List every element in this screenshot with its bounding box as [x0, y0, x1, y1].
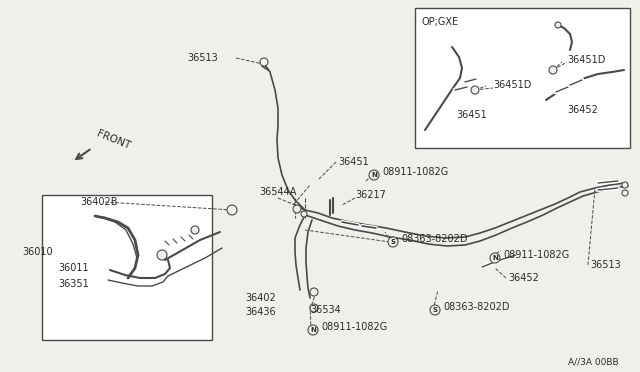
- Text: 36513: 36513: [590, 260, 621, 270]
- Text: FRONT: FRONT: [95, 129, 131, 151]
- Text: 36402B: 36402B: [80, 197, 118, 207]
- Circle shape: [622, 182, 628, 188]
- Circle shape: [622, 190, 628, 196]
- Text: 36534: 36534: [310, 305, 340, 315]
- Text: N: N: [371, 172, 377, 178]
- Circle shape: [293, 205, 301, 213]
- Circle shape: [301, 211, 307, 217]
- Circle shape: [388, 237, 398, 247]
- Text: 36544A: 36544A: [259, 187, 297, 197]
- Text: N: N: [310, 327, 316, 333]
- Text: 36451: 36451: [338, 157, 369, 167]
- Text: 36351: 36351: [58, 279, 89, 289]
- Text: 36010: 36010: [22, 247, 52, 257]
- Text: N: N: [492, 255, 498, 261]
- Bar: [415, 8, 630, 148]
- Circle shape: [471, 86, 479, 94]
- Text: OP;GXE: OP;GXE: [422, 17, 459, 27]
- Text: 36011: 36011: [58, 263, 88, 273]
- Text: 36436: 36436: [245, 307, 276, 317]
- Text: 08911-1082G: 08911-1082G: [382, 167, 448, 177]
- Text: 08363-8202D: 08363-8202D: [401, 234, 467, 244]
- Circle shape: [260, 58, 268, 66]
- Text: 36402: 36402: [245, 293, 276, 303]
- Text: 36217: 36217: [355, 190, 386, 200]
- Text: 36452: 36452: [508, 273, 539, 283]
- Text: S: S: [433, 307, 438, 313]
- Circle shape: [555, 22, 561, 28]
- Bar: [42, 195, 212, 340]
- Circle shape: [490, 253, 500, 263]
- Text: 08363-8202D: 08363-8202D: [443, 302, 509, 312]
- Circle shape: [227, 205, 237, 215]
- Text: 36451: 36451: [456, 110, 487, 120]
- Text: 08911-1082G: 08911-1082G: [503, 250, 569, 260]
- Text: A//3A 00BB: A//3A 00BB: [568, 357, 619, 366]
- Circle shape: [310, 304, 318, 312]
- Text: 08911-1082G: 08911-1082G: [321, 322, 387, 332]
- Circle shape: [369, 170, 379, 180]
- Text: 36451D: 36451D: [567, 55, 605, 65]
- Text: 36451D: 36451D: [493, 80, 531, 90]
- Circle shape: [308, 325, 318, 335]
- Circle shape: [191, 226, 199, 234]
- Circle shape: [310, 288, 318, 296]
- Text: 36452: 36452: [567, 105, 598, 115]
- Circle shape: [157, 250, 167, 260]
- Circle shape: [430, 305, 440, 315]
- Circle shape: [549, 66, 557, 74]
- Text: S: S: [390, 239, 396, 245]
- Text: 36513: 36513: [188, 53, 218, 63]
